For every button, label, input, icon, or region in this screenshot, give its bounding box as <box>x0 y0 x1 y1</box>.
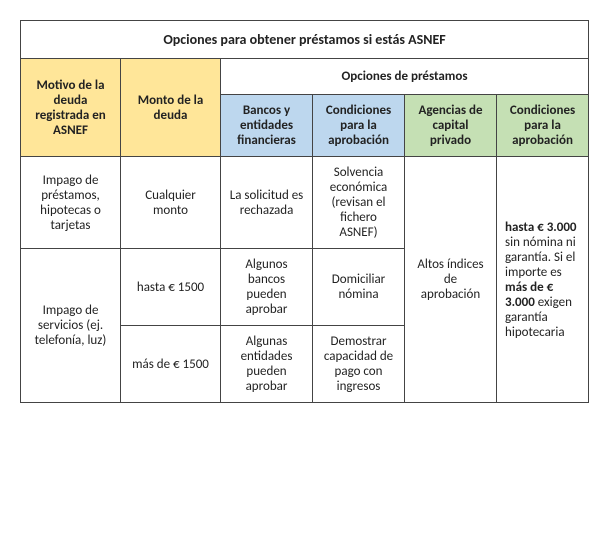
cond-agencias-bold-1: hasta € 3.000 <box>505 220 577 235</box>
cell-monto-3: más de € 1500 <box>121 326 221 403</box>
cell-bancos-1: La solicitud es rechazada <box>221 157 313 249</box>
header-cond-bancos: Condiciones para la aprobación <box>313 95 405 157</box>
header-bancos: Bancos y entidades financieras <box>221 95 313 157</box>
cell-motivo-2: Impago de servicios (ej. telefonía, luz) <box>21 249 121 403</box>
table-title: Opciones para obtener préstamos si estás… <box>21 21 589 59</box>
cell-bancos-3: Algunas entidades pueden aprobar <box>221 326 313 403</box>
cell-cond-3: Demostrar capacidad de pago con ingresos <box>313 326 405 403</box>
cond-agencias-text-1: sin nómina ni garantía. Si el importe es <box>505 235 576 280</box>
header-motivo: Motivo de la deuda registrada en ASNEF <box>21 59 121 157</box>
cell-cond-2: Domiciliar nómina <box>313 249 405 326</box>
cell-agencias: Altos índices de aprobación <box>405 157 497 403</box>
cell-cond-1: Solvencia económica (revisan el fichero … <box>313 157 405 249</box>
header-cond-agencias: Condiciones para la aprobación <box>497 95 589 157</box>
cell-bancos-2: Algunos bancos pueden aprobar <box>221 249 313 326</box>
cell-monto-1: Cualquier monto <box>121 157 221 249</box>
header-monto: Monto de la deuda <box>121 59 221 157</box>
header-agencias: Agencias de capital privado <box>405 95 497 157</box>
loan-options-table: Opciones para obtener préstamos si estás… <box>20 20 589 403</box>
cell-motivo-1: Impago de préstamos, hipotecas o tarjeta… <box>21 157 121 249</box>
cell-cond-agencias: hasta € 3.000 sin nómina ni garantía. Si… <box>497 157 589 403</box>
header-opciones: Opciones de préstamos <box>221 59 589 95</box>
cell-monto-2: hasta € 1500 <box>121 249 221 326</box>
